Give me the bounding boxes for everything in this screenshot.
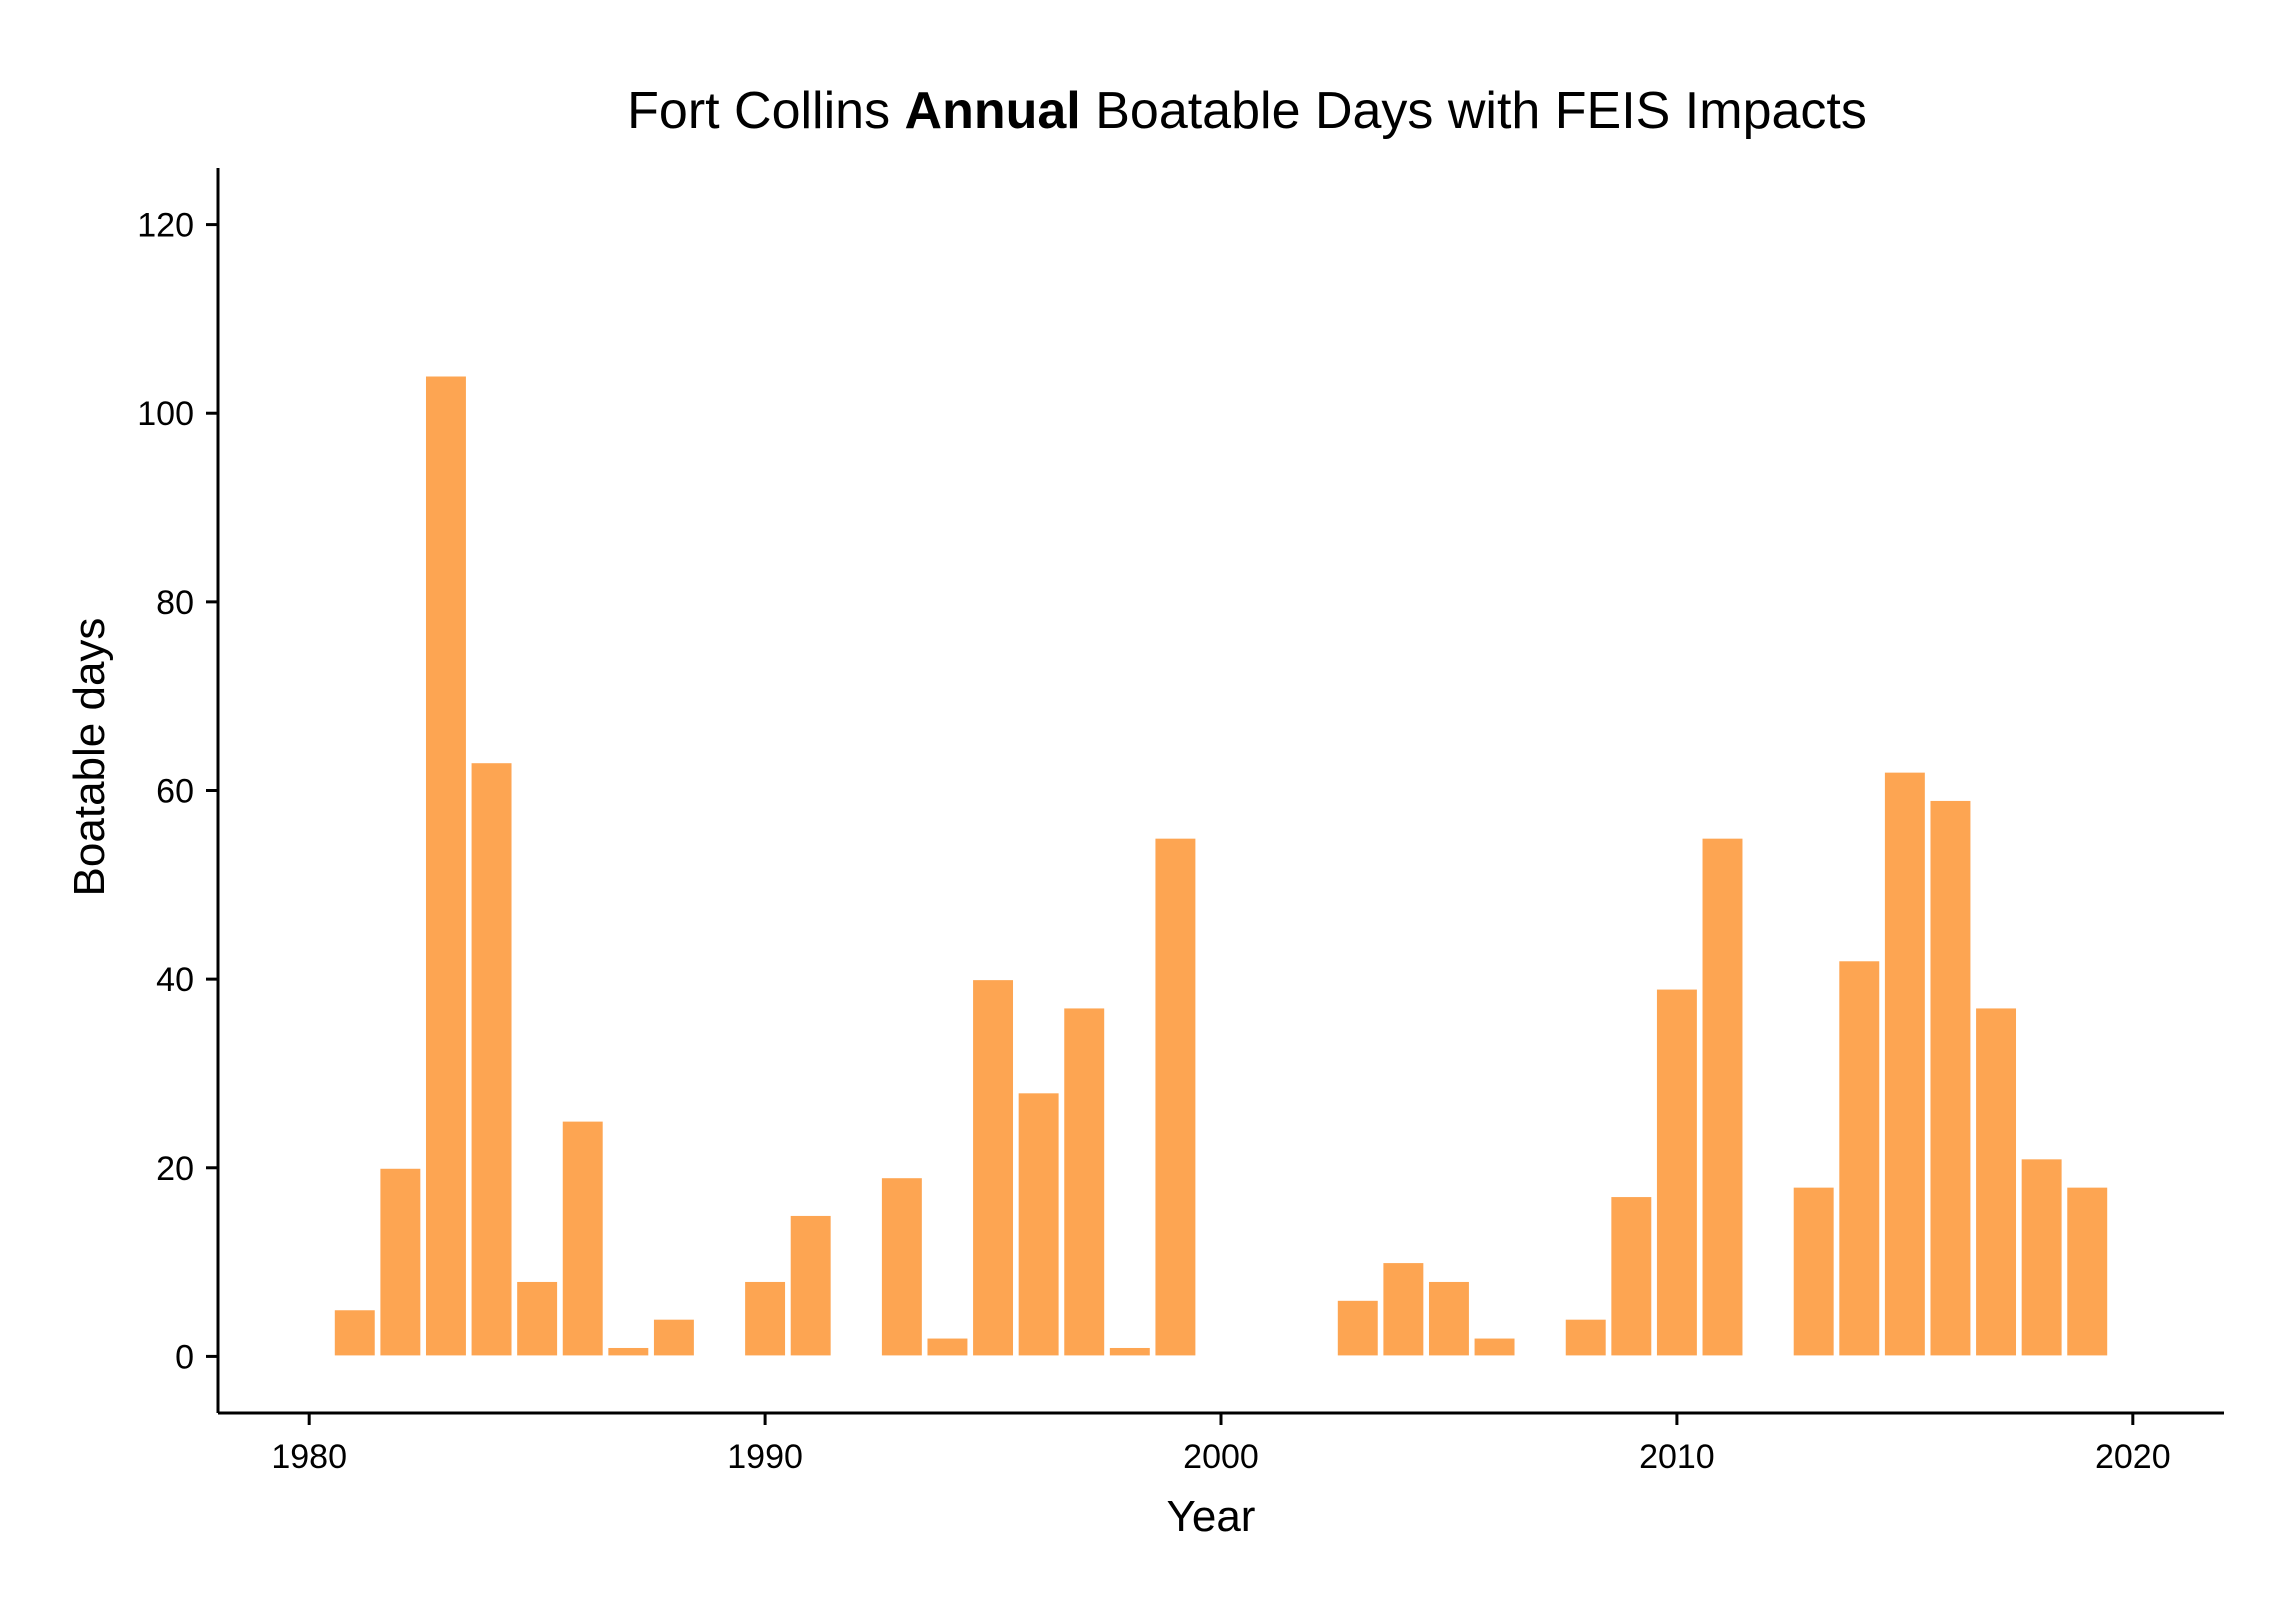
y-tick-label-100: 100 bbox=[137, 395, 194, 433]
bar-2019 bbox=[2065, 1185, 2110, 1358]
bar-1994 bbox=[925, 1336, 970, 1358]
chart-title-part-3: Boatable Days with FEIS Impacts bbox=[1081, 82, 1867, 140]
bar-1985 bbox=[515, 1279, 560, 1358]
bar-1995 bbox=[971, 978, 1016, 1358]
bar-1987 bbox=[606, 1345, 651, 1358]
bar-1997 bbox=[1062, 1006, 1107, 1358]
bar-1991 bbox=[788, 1213, 833, 1358]
bar-2010 bbox=[1654, 987, 1699, 1358]
bar-2015 bbox=[1882, 770, 1927, 1358]
bar-1981 bbox=[332, 1308, 377, 1358]
y-axis-label: Boatable days bbox=[65, 618, 114, 897]
chart-title-part-1: Fort Collins bbox=[627, 82, 904, 140]
bar-2018 bbox=[2019, 1157, 2064, 1358]
bar-2008 bbox=[1563, 1317, 1608, 1358]
x-tick-label-2000: 2000 bbox=[1183, 1438, 1259, 1476]
bar-1996 bbox=[1016, 1091, 1061, 1358]
y-ticks-group: 0 20 40 60 80 100 120 bbox=[137, 207, 218, 1376]
bar-1993 bbox=[879, 1176, 924, 1358]
bar-2003 bbox=[1335, 1298, 1380, 1358]
y-tick-label-0: 0 bbox=[175, 1338, 194, 1376]
bar-2006 bbox=[1472, 1336, 1517, 1358]
bar-1986 bbox=[560, 1119, 605, 1358]
bar-2017 bbox=[1974, 1006, 2019, 1358]
bar-2004 bbox=[1381, 1261, 1426, 1358]
bar-1988 bbox=[651, 1317, 696, 1358]
bar-2005 bbox=[1426, 1279, 1471, 1358]
bar-2009 bbox=[1609, 1195, 1654, 1358]
y-tick-label-80: 80 bbox=[156, 584, 194, 622]
y-tick-label-120: 120 bbox=[137, 207, 194, 245]
bar-1983 bbox=[423, 374, 468, 1358]
bar-1982 bbox=[378, 1166, 423, 1358]
x-ticks-group: 1980 1990 2000 2010 2020 bbox=[271, 1413, 2171, 1476]
y-tick-label-60: 60 bbox=[156, 773, 194, 811]
chart-title: Fort Collins Annual Boatable Days with F… bbox=[627, 82, 1867, 140]
y-tick-label-20: 20 bbox=[156, 1150, 194, 1188]
bar-2014 bbox=[1837, 959, 1882, 1358]
y-tick-label-40: 40 bbox=[156, 961, 194, 999]
x-tick-label-1980: 1980 bbox=[271, 1438, 347, 1476]
bar-1984 bbox=[469, 761, 514, 1358]
x-axis-label: Year bbox=[1167, 1492, 1256, 1541]
bar-2011 bbox=[1700, 836, 1745, 1358]
bar-1999 bbox=[1153, 836, 1198, 1358]
bar-2013 bbox=[1791, 1185, 1836, 1358]
chart-title-part-2: Annual bbox=[905, 82, 1081, 140]
x-tick-label-1990: 1990 bbox=[727, 1438, 803, 1476]
bars-group bbox=[332, 374, 2110, 1358]
x-tick-label-2020: 2020 bbox=[2095, 1438, 2171, 1476]
bar-2016 bbox=[1928, 798, 1973, 1358]
x-tick-label-2010: 2010 bbox=[1639, 1438, 1715, 1476]
bar-1998 bbox=[1107, 1345, 1152, 1358]
bar-1990 bbox=[743, 1279, 788, 1358]
